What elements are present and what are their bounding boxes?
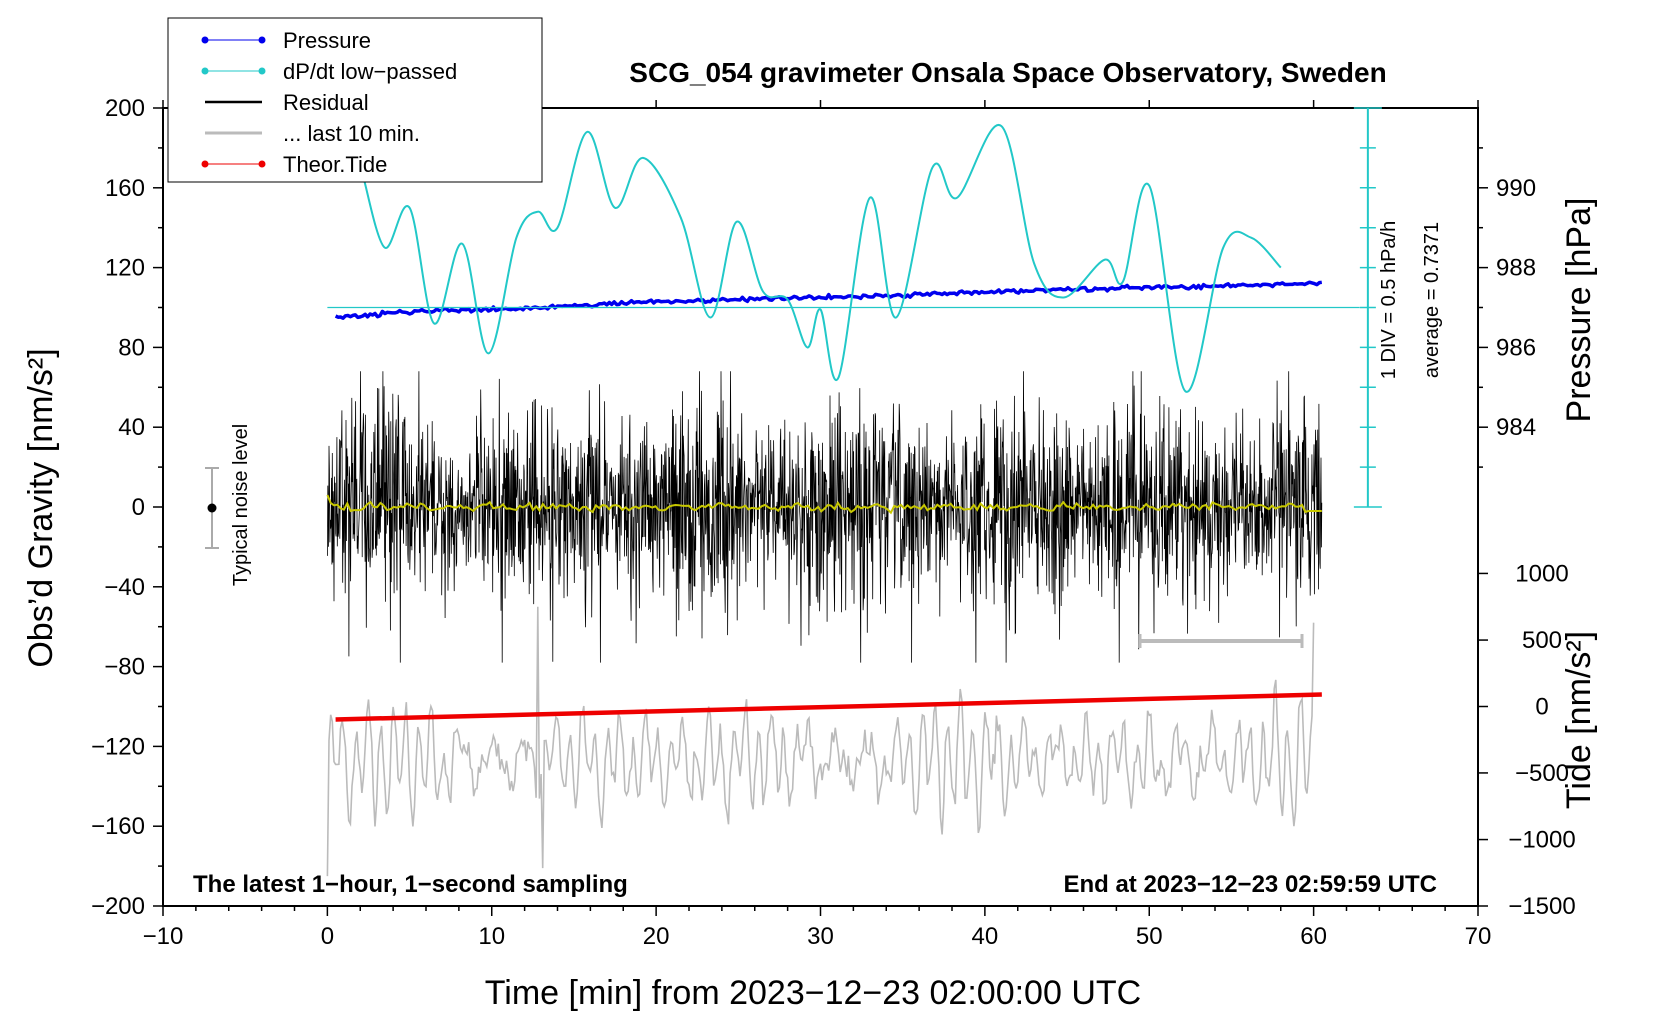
x-tick-label: 60 xyxy=(1300,923,1327,950)
y-tick-label: −200 xyxy=(91,893,145,920)
scale-bar-label: 1 DIV = 0.5 hPa/h xyxy=(1378,221,1400,379)
y-tick-label: 200 xyxy=(105,95,145,122)
last-ten-min-bracket xyxy=(1138,634,1304,648)
legend: Pressure dP/dt low−passed Residual ... last… xyxy=(167,17,543,183)
y-tick-label: −160 xyxy=(91,813,145,840)
residual-line xyxy=(327,371,1323,663)
axis-ticks: −10 0 10 20 30 40 50 60 70 200 160 120 80 40 0 −40 −80 −1… xyxy=(91,95,1576,950)
x-tick-label: 30 xyxy=(807,923,834,950)
pressure-line xyxy=(334,280,1323,320)
y-axis-title: Obs’d Gravity [nm/s²] xyxy=(22,348,60,667)
legend-marker xyxy=(258,36,266,44)
main-series xyxy=(327,124,1360,722)
residual-mean-line xyxy=(326,494,1322,515)
x-tick-label: 70 xyxy=(1465,923,1492,950)
x-tick-label: 50 xyxy=(1136,923,1163,950)
legend-marker xyxy=(258,67,266,75)
legend-marker xyxy=(201,36,209,44)
tide-tick-label: −500 xyxy=(1515,760,1569,787)
x-tick-label: 40 xyxy=(972,923,999,950)
tide-tick-label: 500 xyxy=(1522,627,1562,654)
dp-dt-low-passed-line xyxy=(362,124,1282,393)
legend-marker xyxy=(201,160,209,168)
last-ten-min-series xyxy=(326,606,1315,877)
x-tick-label: 20 xyxy=(643,923,670,950)
tide-tick-label: −1500 xyxy=(1508,893,1575,920)
noise-level-indicator xyxy=(205,467,219,549)
sampling-note: The latest 1−hour, 1−second sampling xyxy=(193,871,628,898)
tide-tick-label: −1000 xyxy=(1508,827,1575,854)
legend-label: Pressure xyxy=(283,28,371,53)
last-ten-min-line xyxy=(326,606,1315,877)
noise-level-label: Typical noise level xyxy=(230,424,252,586)
x-tick-label: 10 xyxy=(478,923,505,950)
y-tick-label: 40 xyxy=(118,414,145,441)
tide-axis-title: Tide [nm/s²] xyxy=(1560,631,1598,809)
legend-marker xyxy=(258,160,266,168)
x-tick-label: 0 xyxy=(321,923,334,950)
x-axis-title: Time [min] from 2023−12−23 02:00:00 UTC xyxy=(485,974,1141,1012)
y-tick-label: 80 xyxy=(118,334,145,361)
end-time-note: End at 2023−12−23 02:59:59 UTC xyxy=(1063,871,1437,898)
scale-bar xyxy=(1353,107,1382,508)
y-tick-label: −120 xyxy=(91,733,145,760)
pressure-tick-label: 990 xyxy=(1496,175,1536,202)
average-label: average = 0.7371 xyxy=(1421,222,1443,378)
legend-label: Theor.Tide xyxy=(283,152,387,177)
y-tick-label: −40 xyxy=(104,574,145,601)
legend-label: dP/dt low−passed xyxy=(283,59,457,84)
y-tick-label: −80 xyxy=(104,654,145,681)
x-tick-label: −10 xyxy=(143,923,184,950)
y-tick-label: 120 xyxy=(105,255,145,282)
theor-tide-line xyxy=(335,692,1322,722)
chart-title: SCG_054 gravimeter Onsala Space Observat… xyxy=(629,57,1386,88)
tide-tick-label: 0 xyxy=(1535,694,1548,721)
pressure-tick-label: 984 xyxy=(1496,414,1536,441)
tide-tick-label: 1000 xyxy=(1515,560,1568,587)
residual-series xyxy=(327,371,1323,663)
residual-mean-series xyxy=(326,494,1322,515)
pressure-axis-title: Pressure [hPa] xyxy=(1560,198,1598,423)
y-tick-label: 160 xyxy=(105,175,145,202)
y-tick-label: 0 xyxy=(132,494,145,521)
pressure-tick-label: 988 xyxy=(1496,255,1536,282)
pressure-tick-label: 986 xyxy=(1496,334,1536,361)
legend-label: Residual xyxy=(283,90,369,115)
legend-label: ... last 10 min. xyxy=(283,121,420,146)
legend-marker xyxy=(201,67,209,75)
